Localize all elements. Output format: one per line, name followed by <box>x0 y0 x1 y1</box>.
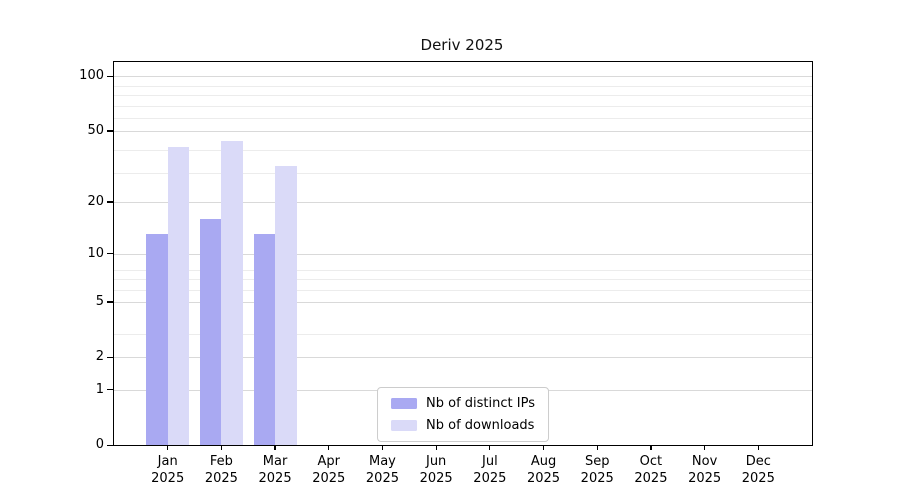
x-tick-mark <box>703 445 706 450</box>
x-tick-month: Mar <box>262 454 288 469</box>
x-tick-label-jun: Jun 2025 <box>404 453 468 487</box>
x-tick-year: 2025 <box>365 471 399 486</box>
major-gridline <box>114 76 812 78</box>
y-tick-mark <box>107 301 113 303</box>
x-tick-year: 2025 <box>473 471 507 486</box>
y-tick-label: 2 <box>95 349 104 365</box>
x-tick-year: 2025 <box>151 471 185 486</box>
x-tick-month: Oct <box>639 454 663 469</box>
x-tick-year: 2025 <box>526 471 561 486</box>
x-tick-label-may: May 2025 <box>350 453 414 487</box>
major-gridline <box>114 130 812 132</box>
x-tick-month: Dec <box>745 454 771 469</box>
x-tick-mark <box>381 445 384 450</box>
minor-gridline <box>114 95 812 97</box>
minor-gridline <box>114 150 812 152</box>
y-tick-label: 5 <box>95 293 104 309</box>
x-tick-label-sep: Sep 2025 <box>565 453 629 487</box>
x-tick-mark <box>435 445 437 450</box>
x-tick-month: May <box>369 454 396 469</box>
bar-nb-of-distinct-ips-feb <box>199 218 222 445</box>
x-tick-month: Apr <box>317 454 341 469</box>
minor-gridline <box>114 269 812 271</box>
x-tick-year: 2025 <box>741 471 775 486</box>
x-tick-mark <box>220 445 223 450</box>
x-tick-label-jul: Jul 2025 <box>458 453 522 487</box>
x-tick-label-mar: Mar 2025 <box>243 453 307 487</box>
y-tick-mark <box>107 356 113 359</box>
legend-entry: Nb of distinct IPs <box>391 396 535 411</box>
y-tick-mark <box>107 75 113 78</box>
major-gridline <box>114 357 812 359</box>
x-tick-year: 2025 <box>634 471 668 486</box>
legend-swatch <box>391 398 418 409</box>
x-tick-year: 2025 <box>204 471 238 486</box>
x-tick-mark <box>757 445 759 450</box>
x-tick-label-apr: Apr 2025 <box>297 453 361 487</box>
x-tick-year: 2025 <box>419 471 453 486</box>
bar-nb-of-downloads-mar <box>275 165 297 445</box>
x-tick-mark <box>596 445 598 450</box>
x-tick-month: Jul <box>482 454 498 469</box>
x-tick-label-feb: Feb 2025 <box>189 453 253 487</box>
chart-title: Deriv 2025 <box>420 36 504 54</box>
bar-nb-of-downloads-feb <box>221 141 243 445</box>
x-tick-mark <box>650 445 652 450</box>
x-tick-mark <box>328 445 330 450</box>
x-tick-month: Aug <box>530 454 557 469</box>
bar-nb-of-distinct-ips-jan <box>146 234 168 445</box>
y-tick-label: 100 <box>79 68 104 84</box>
x-tick-month: Nov <box>691 454 718 469</box>
legend-entry: Nb of downloads <box>391 418 535 433</box>
minor-gridline <box>114 334 812 336</box>
x-tick-year: 2025 <box>312 471 346 486</box>
x-tick-year: 2025 <box>580 471 614 486</box>
x-tick-month: Jun <box>425 454 447 469</box>
y-tick-mark <box>107 253 113 255</box>
minor-gridline <box>114 173 812 175</box>
minor-gridline <box>114 289 812 291</box>
minor-gridline <box>114 105 812 107</box>
x-tick-label-aug: Aug 2025 <box>512 453 576 487</box>
minor-gridline <box>114 85 812 87</box>
x-tick-mark <box>542 445 545 450</box>
y-tick-mark <box>107 389 113 391</box>
legend-swatch <box>391 420 418 431</box>
minor-gridline <box>114 118 812 120</box>
y-tick-mark <box>107 444 113 446</box>
major-gridline <box>114 201 812 203</box>
x-tick-month: Jan <box>157 454 178 469</box>
x-tick-mark <box>274 445 276 450</box>
y-tick-label: 20 <box>87 193 104 209</box>
x-tick-year: 2025 <box>258 471 292 486</box>
major-gridline <box>114 253 812 255</box>
y-tick-mark <box>107 201 113 203</box>
x-tick-month: Sep <box>584 454 610 469</box>
x-tick-mark <box>167 445 169 450</box>
x-tick-label-dec: Dec 2025 <box>726 453 790 487</box>
legend-label: Nb of distinct IPs <box>426 396 535 411</box>
minor-gridline <box>114 278 812 280</box>
y-tick-mark <box>107 130 113 132</box>
x-tick-label-nov: Nov 2025 <box>673 453 737 487</box>
x-tick-label-oct: Oct 2025 <box>619 453 683 487</box>
y-tick-label: 50 <box>87 122 104 138</box>
y-tick-label: 10 <box>87 245 104 261</box>
major-gridline <box>114 301 812 303</box>
bar-nb-of-downloads-jan <box>167 146 190 445</box>
plot-area: 0 1 2 5 10 20 50 100 Jan 2025 Feb 2025 Mar 2025 Apr 202… <box>79 61 813 486</box>
x-tick-year: 2025 <box>688 471 722 486</box>
bar-nb-of-distinct-ips-mar <box>253 234 276 445</box>
legend-label: Nb of downloads <box>426 418 535 433</box>
y-tick-label: 0 <box>95 437 104 452</box>
x-tick-label-jan: Jan 2025 <box>136 453 200 487</box>
x-tick-month: Feb <box>209 454 233 469</box>
y-tick-label: 1 <box>95 381 104 397</box>
legend: Nb of distinct IPs Nb of downloads <box>377 387 549 442</box>
x-tick-mark <box>489 445 491 450</box>
